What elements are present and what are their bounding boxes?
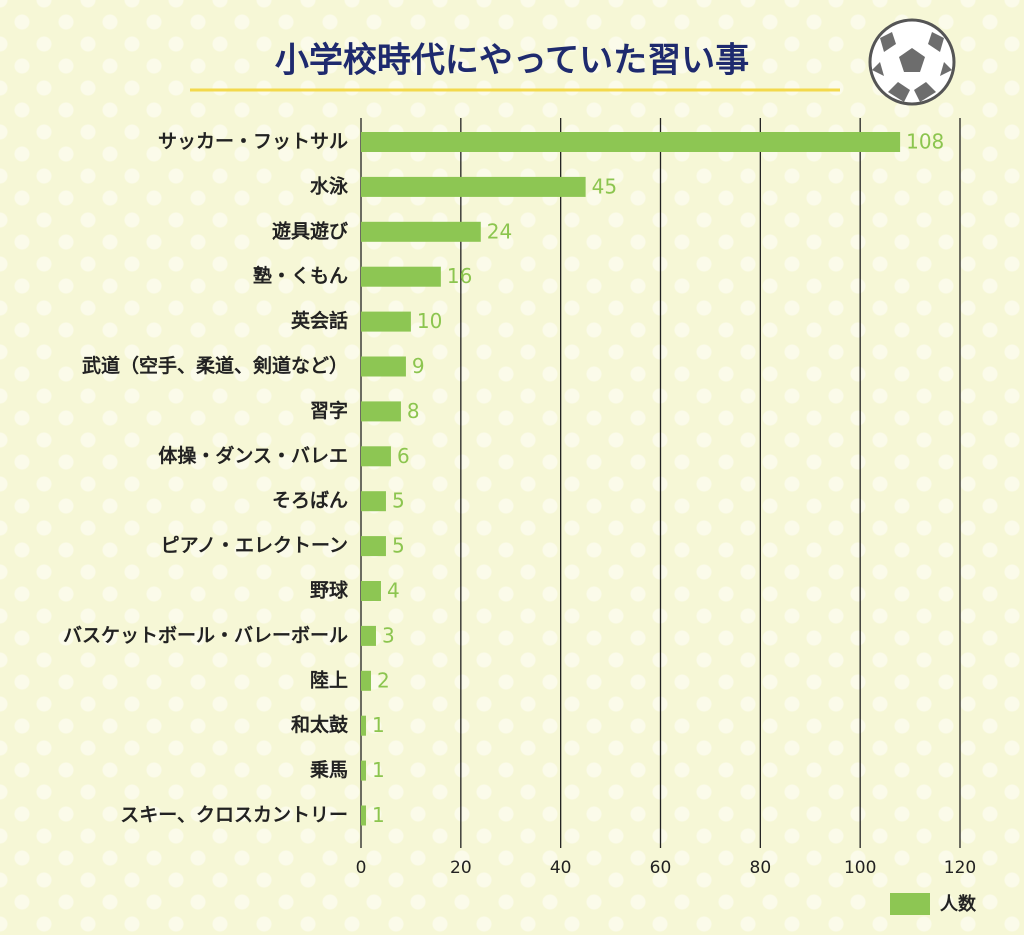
bar <box>361 536 386 557</box>
bar <box>361 132 901 152</box>
x-tick-label: 60 <box>650 858 672 878</box>
y-tick-label: 野球 <box>310 579 349 602</box>
bar <box>361 581 381 601</box>
y-tick-label: 習字 <box>310 399 348 422</box>
value-label: 4 <box>387 579 400 603</box>
value-label: 1 <box>372 758 385 782</box>
value-label: 5 <box>392 489 405 513</box>
value-label: 16 <box>447 264 472 288</box>
bar <box>361 311 411 332</box>
x-tick-label: 20 <box>450 858 472 878</box>
value-label: 8 <box>407 399 420 423</box>
y-tick-label: 陸上 <box>310 668 348 691</box>
x-tick-label: 120 <box>944 858 976 878</box>
y-tick-label: 武道（空手、柔道、剣道など） <box>82 354 348 377</box>
bar <box>361 446 391 467</box>
bar <box>361 176 586 197</box>
y-tick-label: 水泳 <box>310 174 349 197</box>
bar <box>361 266 441 287</box>
legend-swatch <box>890 893 930 915</box>
value-label: 3 <box>382 623 395 647</box>
bar <box>361 491 386 512</box>
value-label: 2 <box>377 668 390 692</box>
bar <box>361 625 376 646</box>
chart-title: 小学校時代にやっていた習い事 <box>275 41 749 81</box>
value-label: 10 <box>417 309 442 333</box>
value-label: 9 <box>412 354 425 378</box>
value-label: 45 <box>592 174 617 198</box>
value-label: 108 <box>906 130 944 154</box>
y-tick-label: 遊具遊び <box>272 219 348 242</box>
bar <box>361 670 371 691</box>
value-label: 1 <box>372 713 385 737</box>
y-tick-label: スキー、クロスカントリー <box>120 804 348 826</box>
bar <box>361 221 481 242</box>
bar <box>361 760 366 781</box>
bar <box>361 356 406 377</box>
bar <box>361 715 366 736</box>
y-tick-label: 和太鼓 <box>291 713 349 736</box>
bar <box>361 401 401 422</box>
y-tick-label: ピアノ・エレクトーン <box>161 535 348 557</box>
x-tick-label: 40 <box>550 858 572 878</box>
x-tick-label: 100 <box>844 858 876 878</box>
value-label: 1 <box>372 803 385 827</box>
x-tick-label: 80 <box>750 858 772 878</box>
value-label: 6 <box>397 444 410 468</box>
soccer-ball <box>868 18 956 106</box>
value-label: 24 <box>487 219 512 243</box>
x-tick-label: 0 <box>356 858 367 878</box>
y-tick-label: 塾・くもん <box>253 264 348 287</box>
bar <box>361 805 366 826</box>
y-tick-label: サッカー・フットサル <box>158 131 348 153</box>
value-label: 5 <box>392 534 405 558</box>
y-tick-label: 英会話 <box>291 309 348 332</box>
y-tick-label: バスケットボール・バレーボール <box>63 624 348 646</box>
y-tick-label: そろばん <box>272 490 348 512</box>
y-tick-label: 乗馬 <box>310 759 348 781</box>
legend-label: 人数 <box>940 893 977 915</box>
y-tick-label: 体操・ダンス・バレエ <box>158 444 348 467</box>
